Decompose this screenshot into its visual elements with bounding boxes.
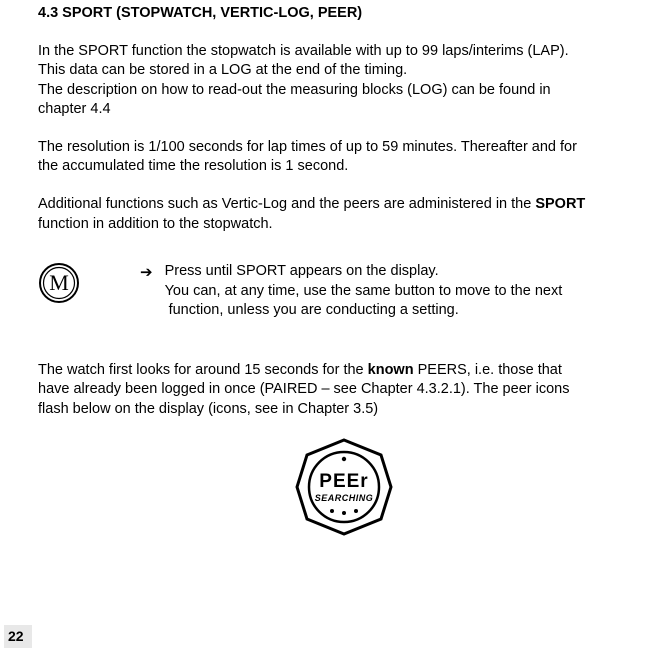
- p3-l2: function in addition to the stopwatch.: [38, 216, 273, 232]
- p4-l1-post: PEERS, i.e. those that: [414, 362, 562, 378]
- step-line-3: function, unless you are conducting a se…: [165, 301, 649, 321]
- svg-text:M: M: [49, 270, 69, 295]
- paragraph-2: The resolution is 1/100 seconds for lap …: [38, 138, 649, 177]
- instruction-step: M ➔ Press until SPORT appears on the dis…: [38, 262, 649, 321]
- p3-l1-pre: Additional functions such as Vertic-Log …: [38, 196, 535, 212]
- step-line-2: You can, at any time, use the same butto…: [165, 282, 649, 302]
- p1-l3: The description on how to read-out the m…: [38, 82, 551, 98]
- p4-l3: flash below on the display (icons, see i…: [38, 401, 378, 417]
- page-number: 22: [4, 625, 32, 648]
- p3-l1-bold: SPORT: [535, 196, 585, 212]
- p1-l4: chapter 4.4: [38, 101, 111, 117]
- p4-l2: have already been logged in once (PAIRED…: [38, 381, 569, 397]
- watch-searching-text: SEARCHING: [314, 493, 373, 503]
- step-text: Press until SPORT appears on the display…: [165, 262, 649, 321]
- p4-l1-pre: The watch first looks for around 15 seco…: [38, 362, 368, 378]
- p1-l2: This data can be stored in a LOG at the …: [38, 62, 407, 78]
- p2-l2: the accumulated time the resolution is 1…: [38, 158, 348, 174]
- paragraph-1: In the SPORT function the stopwatch is a…: [38, 42, 649, 120]
- arrow-icon: ➔: [140, 262, 153, 283]
- paragraph-3: Additional functions such as Vertic-Log …: [38, 195, 649, 234]
- p4-l1-bold: known: [368, 362, 414, 378]
- section-heading: 4.3 SPORT (STOPWATCH, VERTIC-LOG, PEER): [38, 4, 649, 24]
- m-button-icon: M: [38, 262, 80, 304]
- watch-display-icon: PEEr SEARCHING: [289, 437, 399, 544]
- p1-l1: In the SPORT function the stopwatch is a…: [38, 43, 569, 59]
- p2-l1: The resolution is 1/100 seconds for lap …: [38, 139, 577, 155]
- step-line-1: Press until SPORT appears on the display…: [165, 262, 649, 282]
- paragraph-4: The watch first looks for around 15 seco…: [38, 361, 649, 420]
- watch-peer-text: PEEr: [319, 471, 368, 492]
